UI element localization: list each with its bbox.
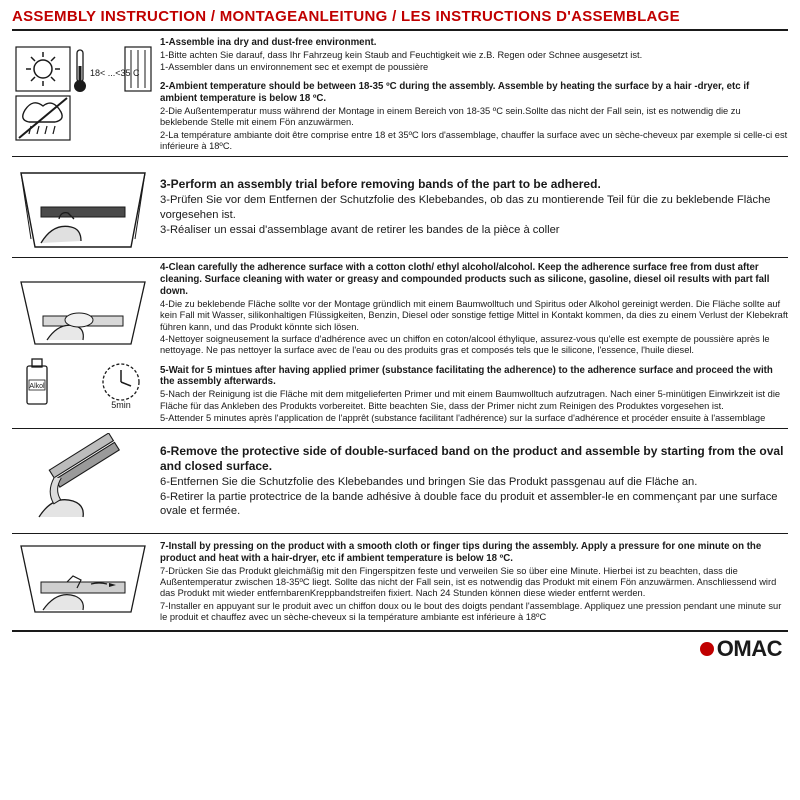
section-4-5: Alkol 5min 4-Clean carefully the adheren… (12, 258, 788, 429)
svg-text:Alkol: Alkol (29, 383, 45, 390)
step-2-fr: 2-La température ambiante doit être comp… (160, 130, 788, 153)
step-1-de: 1-Bitte achten Sie darauf, dass Ihr Fahr… (160, 50, 788, 61)
brand-name: OMAC (717, 636, 782, 662)
temp-label: 18< ...<35 C (90, 68, 140, 78)
section-3-text: 3-Perform an assembly trial before remov… (160, 161, 788, 253)
brand-logo: OMAC (700, 636, 782, 662)
step-5-de: 5-Nach der Reinigung ist die Fläche mit … (160, 389, 788, 412)
step-7-de: 7-Drücken Sie das Produkt gleichmäßig mi… (160, 566, 788, 600)
step-6-en: 6-Remove the protective side of double-s… (160, 444, 788, 474)
step-5-fr: 5-Attender 5 minutes après l'application… (160, 413, 788, 424)
svg-text:5min: 5min (111, 400, 131, 410)
section-7-text: 7-Install by pressing on the product wit… (160, 538, 788, 626)
section-1-2-illustration: 18< ...<35 C (12, 37, 160, 152)
instruction-sheet: ASSEMBLY INSTRUCTION / MONTAGEANLEITUNG … (0, 0, 800, 800)
step-7-en: 7-Install by pressing on the product wit… (160, 541, 788, 565)
section-4-5-text: 4-Clean carefully the adherence surface … (160, 262, 788, 424)
page-title: ASSEMBLY INSTRUCTION / MONTAGEANLEITUNG … (12, 8, 788, 29)
step-4-fr: 4-Nettoyer soigneusement la surface d'ad… (160, 334, 788, 357)
step-3-fr: 3-Réaliser un essai d'assemblage avant d… (160, 223, 788, 237)
brand-dot-icon (700, 642, 714, 656)
step-4-de: 4-Die zu beklebende Fläche sollte vor de… (160, 299, 788, 333)
step-5-en: 5-Wait for 5 mintues after having applie… (160, 365, 788, 389)
footer: OMAC (12, 632, 788, 662)
section-4-5-illustration: Alkol 5min (12, 262, 160, 424)
section-6-illustration (12, 433, 160, 529)
step-2-en: 2-Ambient temperature should be between … (160, 81, 788, 105)
section-3-illustration (12, 161, 160, 253)
section-1-2: 18< ...<35 C 1-Assemble ina dry (12, 33, 788, 157)
step-4-en: 4-Clean carefully the adherence surface … (160, 262, 788, 297)
step-3-en: 3-Perform an assembly trial before remov… (160, 177, 788, 192)
section-3: 3-Perform an assembly trial before remov… (12, 157, 788, 258)
section-7: 7-Install by pressing on the product wit… (12, 534, 788, 632)
step-7-fr: 7-Installer en appuyant sur le produit a… (160, 601, 788, 624)
section-1-2-text: 1-Assemble ina dry and dust-free environ… (160, 37, 788, 152)
step-6-de: 6-Entfernen Sie die Schutzfolie des Kleb… (160, 475, 788, 489)
section-6: 6-Remove the protective side of double-s… (12, 429, 788, 534)
step-1-en: 1-Assemble ina dry and dust-free environ… (160, 37, 788, 49)
step-1-fr: 1-Assembler dans un environnement sec et… (160, 62, 788, 73)
title-rule (12, 29, 788, 31)
section-6-text: 6-Remove the protective side of double-s… (160, 433, 788, 529)
step-2-de: 2-Die Außentemperatur muss während der M… (160, 106, 788, 129)
step-3-de: 3-Prüfen Sie vor dem Entfernen der Schut… (160, 193, 788, 222)
section-7-illustration (12, 538, 160, 626)
step-6-fr: 6-Retirer la partie protectrice de la ba… (160, 490, 788, 519)
